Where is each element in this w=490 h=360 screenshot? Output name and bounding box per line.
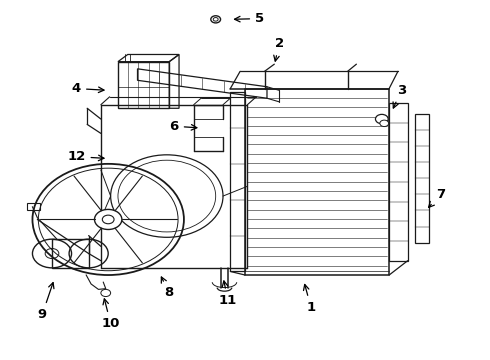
Text: 3: 3 (393, 84, 406, 108)
Text: 5: 5 (235, 12, 264, 25)
Circle shape (102, 215, 114, 224)
Text: 12: 12 (67, 150, 104, 163)
Bar (230, 92, 245, 271)
Text: 10: 10 (101, 299, 120, 330)
Text: 11: 11 (219, 281, 237, 307)
Bar (389, 103, 408, 261)
Text: 7: 7 (429, 188, 445, 207)
Bar (52, 239, 89, 268)
Text: 6: 6 (170, 120, 197, 133)
Bar (118, 62, 169, 108)
Bar (26, 203, 40, 210)
Text: 4: 4 (72, 82, 104, 95)
Text: 2: 2 (274, 37, 284, 61)
Circle shape (375, 114, 388, 124)
Bar (415, 114, 429, 243)
Text: 8: 8 (161, 277, 174, 300)
Bar (245, 89, 389, 275)
Text: 9: 9 (38, 283, 54, 321)
Text: 1: 1 (303, 284, 316, 314)
Circle shape (380, 120, 389, 127)
Circle shape (95, 210, 122, 229)
